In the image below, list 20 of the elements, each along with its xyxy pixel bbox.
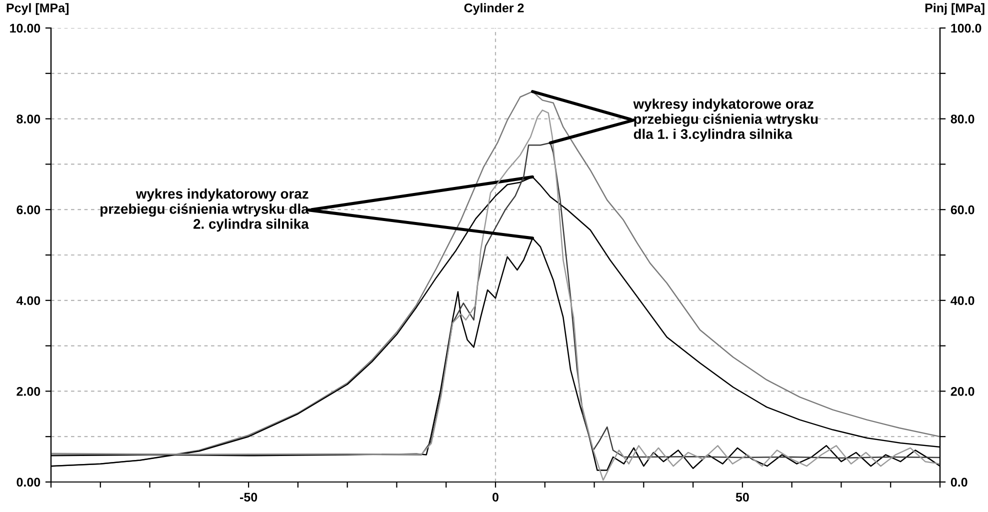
y-tick-label: 4.00 [16,296,40,306]
y2-axis-title: Pinj [MPa] [925,3,984,15]
y2-tick-label: 80.0 [950,114,974,124]
y2-tick-label: 0.0 [950,478,968,487]
x-tick-label: -50 [240,492,258,502]
x-tick-label: 0 [492,492,498,502]
y-axis-title: Pcyl [MPa] [6,3,69,15]
chart-title: Cylinder 2 [464,3,524,15]
y2-tick-label: 60.0 [950,205,974,214]
y2-tick-label: 20.0 [950,387,974,396]
annotation: wykres indykatorowy oraz przebiegu ciśnienia wtrysku dla 2. cylindra silnika [100,188,309,232]
y-tick-label: 8.00 [16,114,40,124]
y-tick-label: 0.00 [16,478,40,487]
x-tick-label: 50 [736,492,749,502]
y-tick-label: 10.00 [10,24,40,33]
annotation: wykresy indykatorowe oraz przebiegu ciśnienia wtrysku dla 1. i 3.cylindra silnika [633,98,818,142]
y-tick-label: 2.00 [16,387,40,396]
y-tick-label: 6.00 [16,205,40,214]
y2-tick-label: 100.0 [951,24,982,33]
y2-tick-label: 40.0 [950,296,974,306]
